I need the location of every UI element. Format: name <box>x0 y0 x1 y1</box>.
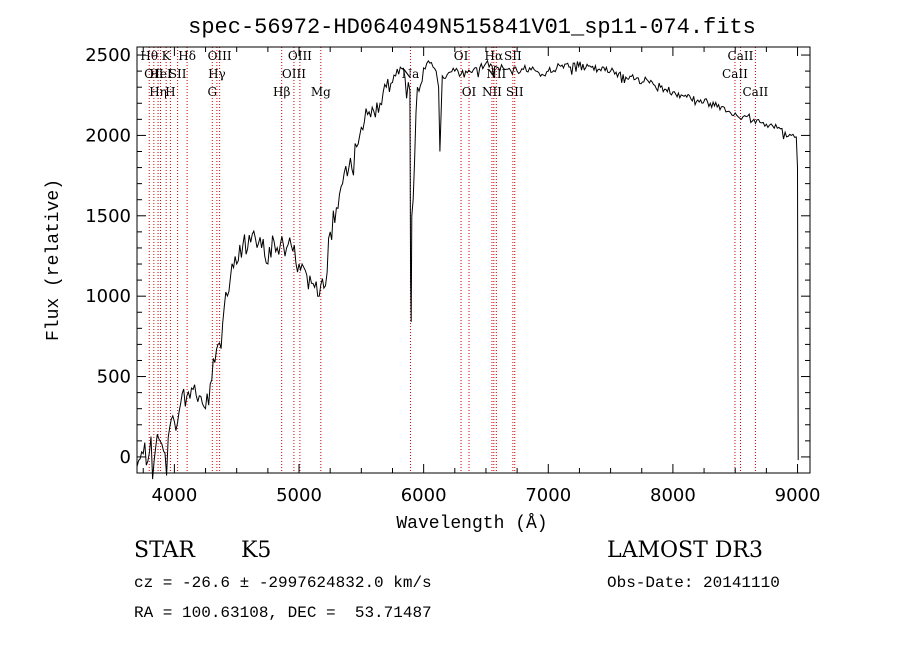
x-tick-label: 7000 <box>525 485 571 506</box>
coordinates-line: RA = 100.63108, DEC = 53.71487 <box>134 604 432 622</box>
line-marker-label: OIII <box>208 49 232 63</box>
y-tick-label: 2500 <box>85 45 131 66</box>
line-marker-label: NII <box>486 67 506 81</box>
x-axis-label: Wavelength (Å) <box>396 513 547 534</box>
y-tick-label: 0 <box>120 447 131 468</box>
line-marker-label: SII <box>506 85 524 99</box>
line-markers <box>148 47 756 473</box>
spectrum-series-line <box>136 59 799 480</box>
x-tick-label: 6000 <box>401 485 447 506</box>
x-tick-label: 5000 <box>276 485 322 506</box>
line-marker-label: SII <box>169 67 187 81</box>
line-marker-label: Na <box>402 67 420 81</box>
y-tick-label: 1500 <box>85 206 131 227</box>
line-marker-label: Hα <box>485 49 504 63</box>
line-marker-label: OIII <box>288 49 312 63</box>
line-marker-label: OI <box>454 49 469 63</box>
redshift-line: cz = -26.6 ± -2997624832.0 km/s <box>134 574 432 592</box>
x-tick-label: 4000 <box>151 485 197 506</box>
line-marker-label: SII <box>504 49 522 63</box>
x-tick-label: 8000 <box>650 485 696 506</box>
line-marker-label: CaII <box>742 85 768 99</box>
x-tick-label: 9000 <box>775 485 821 506</box>
line-marker-label: Hη <box>149 85 167 99</box>
line-marker-label: H <box>165 85 175 99</box>
line-marker-label: Hδ <box>178 49 196 63</box>
line-marker-label: Hγ <box>208 67 226 81</box>
y-axis-label: Flux (relative) <box>44 179 64 341</box>
line-marker-label: K <box>162 49 172 63</box>
line-marker-label: HeI <box>149 67 172 81</box>
line-marker-label: CaII <box>722 67 748 81</box>
line-marker-label: OII <box>144 67 164 81</box>
y-tick-label: 1000 <box>85 286 131 307</box>
chart-title: spec-56972-HD064049N515841V01_sp11-074.f… <box>188 15 756 40</box>
y-tick-label: 500 <box>97 367 131 388</box>
line-marker-labels: Hθ OII Hη HeI K H SII Hδ G Hγ OIII Hβ OIII OIII Mg Na OI… <box>140 49 768 99</box>
object-class: STAR <box>134 538 195 563</box>
object-subclass: K5 <box>241 538 272 563</box>
line-marker-label: OIII <box>282 67 306 81</box>
line-marker-label: Hθ <box>140 49 158 63</box>
plot-frame <box>136 46 811 474</box>
y-tick-label: 2000 <box>85 125 131 146</box>
survey-name: LAMOST DR3 <box>607 538 763 563</box>
line-marker-label: Mg <box>311 85 331 99</box>
line-marker-label: CaII <box>728 49 754 63</box>
line-marker-label: G <box>207 85 217 99</box>
line-marker-label: Hβ <box>273 85 290 99</box>
axis-ticks: 4000 5000 6000 7000 8000 9000 0 500 1000 1500 2000… <box>85 45 820 506</box>
line-marker-label: NII <box>482 85 502 99</box>
obs-date-line: Obs-Date: 20141110 <box>607 574 780 592</box>
line-marker-label: OI <box>462 85 477 99</box>
